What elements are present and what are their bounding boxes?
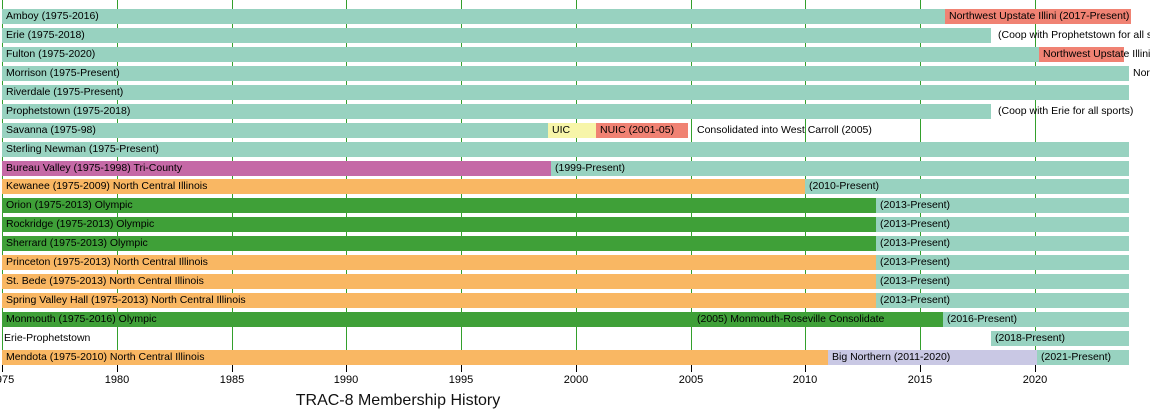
axis-tick-label-1995: 1995 bbox=[448, 374, 474, 386]
axis-tick-2000 bbox=[576, 365, 577, 372]
timeline-note-monmouth: (2005) Monmouth-Roseville Consolidate bbox=[697, 313, 885, 325]
timeline-bar-erie-prophetstown: (2018-Present) bbox=[991, 331, 1129, 346]
timeline-note-prophetstown: (Coop with Erie for all sports) bbox=[998, 105, 1134, 117]
axis-tick-label-1975: 1975 bbox=[0, 374, 15, 386]
timeline-bar-mendota: (2021-Present) bbox=[1037, 350, 1129, 365]
axis-tick-1985 bbox=[232, 365, 233, 372]
timeline-bar-amboy: Amboy (1975-2016) bbox=[2, 9, 945, 24]
timeline-bar-kewanee: (2010-Present) bbox=[805, 179, 1129, 194]
timeline-bar-orion: Orion (1975-2013) Olympic bbox=[2, 198, 876, 213]
axis-tick-2005 bbox=[691, 365, 692, 372]
timeline-bar-amboy: Northwest Upstate Illini (2017-Present) bbox=[945, 9, 1131, 24]
timeline-bar-monmouth: Monmouth (1975-2016) Olympic bbox=[2, 312, 943, 327]
axis-tick-label-2010: 2010 bbox=[792, 374, 818, 386]
axis-tick-label-1985: 1985 bbox=[219, 374, 245, 386]
axis-tick-label-2020: 2020 bbox=[1022, 374, 1048, 386]
timeline-bar-sherrard: Sherrard (1975-2013) Olympic bbox=[2, 236, 876, 251]
timeline-bar-sterling-newman: Sterling Newman (1975-Present) bbox=[2, 142, 1129, 157]
timeline-bar-rockridge: (2013-Present) bbox=[876, 217, 1129, 232]
timeline-bar-orion: (2013-Present) bbox=[876, 198, 1129, 213]
timeline-bar-fulton: Fulton (1975-2020) bbox=[2, 47, 1039, 62]
timeline-bar-prophetstown: Prophetstown (1975-2018) bbox=[2, 104, 991, 119]
timeline-bar-erie: Erie (1975-2018) bbox=[2, 28, 991, 43]
timeline-bar-bureau-valley: (1999-Present) bbox=[551, 161, 1129, 176]
axis-tick-label-1980: 1980 bbox=[104, 374, 130, 386]
axis-tick-label-2015: 2015 bbox=[907, 374, 933, 386]
chart-title: TRAC-8 Membership History bbox=[295, 392, 501, 409]
axis-tick-label-2000: 2000 bbox=[563, 374, 589, 386]
timeline-bar-morrison: Morrison (1975-Present) bbox=[2, 66, 1129, 81]
timeline-bar-mendota: Mendota (1975-2010) North Central Illino… bbox=[2, 350, 828, 365]
axis-tick-1990 bbox=[346, 365, 347, 372]
timeline-bar-monmouth: (2016-Present) bbox=[943, 312, 1129, 327]
timeline-bar-kewanee: Kewanee (1975-2009) North Central Illino… bbox=[2, 179, 805, 194]
timeline-note-erie-prophetstown: Erie-Prophetstown bbox=[4, 332, 91, 344]
timeline-bar-st-bede: (2013-Present) bbox=[876, 274, 1129, 289]
timeline-bar-princeton: Princeton (1975-2013) North Central Illi… bbox=[2, 255, 876, 270]
timeline-bar-bureau-valley: Bureau Valley (1975-1998) Tri-County bbox=[2, 161, 551, 176]
axis-tick-2020 bbox=[1035, 365, 1036, 372]
timeline-bar-savanna: NUIC (2001-05) bbox=[596, 123, 688, 138]
axis-tick-1980 bbox=[117, 365, 118, 372]
timeline-bar-sherrard: (2013-Present) bbox=[876, 236, 1129, 251]
timeline-bar-savanna: Savanna (1975-98) bbox=[2, 123, 548, 138]
timeline-bar-riverdale: Riverdale (1975-Present) bbox=[2, 85, 1129, 100]
timeline-bar-princeton: (2013-Present) bbox=[876, 255, 1129, 270]
timeline-bar-st-bede: St. Bede (1975-2013) North Central Illin… bbox=[2, 274, 876, 289]
axis-tick-1975 bbox=[2, 365, 3, 372]
timeline-bar-spring-valley-hall: Spring Valley Hall (1975-2013) North Cen… bbox=[2, 293, 876, 308]
axis-tick-label-2005: 2005 bbox=[678, 374, 704, 386]
axis-tick-2015 bbox=[920, 365, 921, 372]
timeline-bar-fulton: Northwest Upstate Illini bbox=[1039, 47, 1150, 62]
timeline-note-morrison: Northwest Upstate Illini bbox=[1133, 67, 1150, 79]
timeline-bar-rockridge: Rockridge (1975-2013) Olympic bbox=[2, 217, 876, 232]
timeline-bar-mendota: Big Northern (2011-2020) bbox=[828, 350, 1037, 365]
axis-tick-1995 bbox=[461, 365, 462, 372]
axis-tick-label-1990: 1990 bbox=[333, 374, 359, 386]
timeline-bar-spring-valley-hall: (2013-Present) bbox=[876, 293, 1129, 308]
axis-tick-2010 bbox=[805, 365, 806, 372]
timeline-note-savanna: Consolidated into West Carroll (2005) bbox=[697, 124, 872, 136]
timeline-bar-savanna: UIC bbox=[548, 123, 596, 138]
timeline-note-erie: (Coop with Prophetstown for all sports) bbox=[998, 29, 1150, 41]
